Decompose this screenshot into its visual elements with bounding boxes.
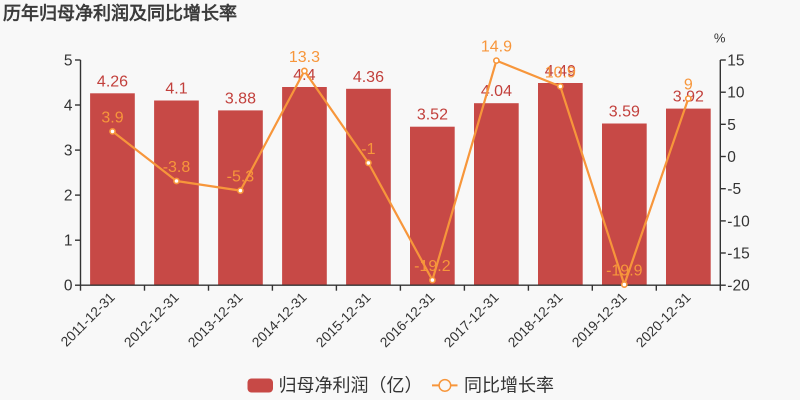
svg-text:-15: -15 <box>727 246 749 263</box>
svg-text:4.1: 4.1 <box>165 81 187 98</box>
svg-text:-20: -20 <box>727 278 750 295</box>
svg-text:10.9: 10.9 <box>545 64 576 81</box>
svg-text:9: 9 <box>684 77 693 94</box>
svg-text:3.52: 3.52 <box>417 107 448 124</box>
svg-text:4.49: 4.49 <box>545 63 576 80</box>
svg-text:-19.2: -19.2 <box>414 258 451 275</box>
svg-text:4: 4 <box>64 98 73 115</box>
svg-text:3: 3 <box>64 143 73 160</box>
svg-text:-5.3: -5.3 <box>227 169 255 186</box>
svg-text:13.3: 13.3 <box>289 49 320 66</box>
svg-text:5: 5 <box>727 117 736 134</box>
svg-text:3.59: 3.59 <box>609 104 640 121</box>
svg-text:历年归母净利润及同比增长率: 历年归母净利润及同比增长率 <box>3 3 237 24</box>
svg-text:-3.8: -3.8 <box>163 159 191 176</box>
svg-text:3.9: 3.9 <box>101 109 123 126</box>
svg-text:-10: -10 <box>727 213 750 230</box>
svg-text:15: 15 <box>727 53 744 70</box>
svg-text:-19.9: -19.9 <box>606 263 643 280</box>
svg-text:0: 0 <box>727 149 736 166</box>
svg-text:归母净利润（亿）: 归母净利润（亿） <box>279 376 423 396</box>
svg-text:10: 10 <box>727 85 745 102</box>
svg-text:0: 0 <box>64 278 73 295</box>
svg-text:4.26: 4.26 <box>97 73 128 90</box>
svg-text:-1: -1 <box>361 141 375 158</box>
svg-text:14.9: 14.9 <box>481 39 512 56</box>
svg-text:%: % <box>714 31 726 46</box>
svg-text:1: 1 <box>64 233 73 250</box>
svg-text:5: 5 <box>64 53 73 70</box>
svg-text:4.36: 4.36 <box>353 69 384 86</box>
svg-text:-5: -5 <box>727 181 741 198</box>
svg-text:2: 2 <box>64 188 73 205</box>
svg-text:同比增长率: 同比增长率 <box>464 376 554 396</box>
svg-text:3.88: 3.88 <box>225 90 256 107</box>
